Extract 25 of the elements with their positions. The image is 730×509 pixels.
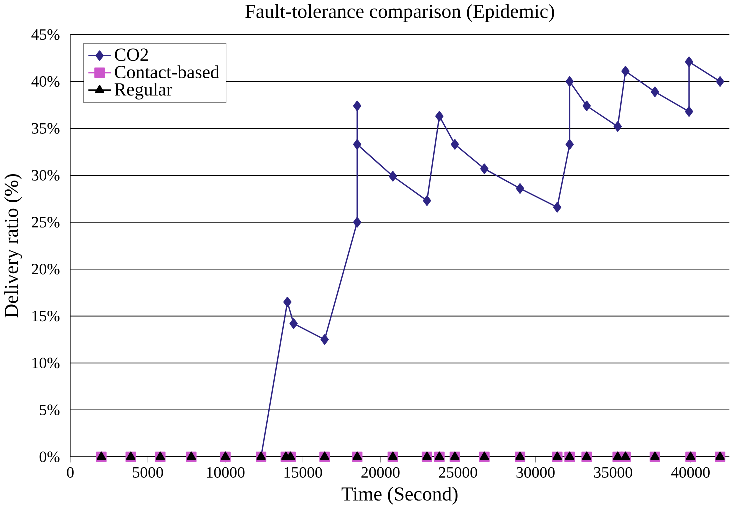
x-tick-label: 25000 xyxy=(439,467,478,478)
y-tick-label: 40% xyxy=(32,76,60,87)
x-axis-title: Time (Second) xyxy=(342,486,458,505)
legend-label: Contact-based xyxy=(115,65,220,78)
chart-title: Fault-tolerance comparison (Epidemic) xyxy=(246,4,554,22)
x-tick-label: 15000 xyxy=(284,467,322,478)
y-tick-label: 45% xyxy=(32,29,60,40)
y-tick-label: 5% xyxy=(40,404,60,416)
x-tick-label: 5000 xyxy=(133,467,164,478)
y-tick-label: 20% xyxy=(32,264,60,275)
y-axis-title: Delivery ratio (%) xyxy=(4,174,22,318)
y-tick-label: 25% xyxy=(32,216,60,228)
x-tick-label: 30000 xyxy=(516,467,555,478)
legend-label: CO2 xyxy=(115,48,148,62)
y-tick-label: 35% xyxy=(32,123,60,134)
y-tick-label: 0% xyxy=(40,452,60,462)
x-tick-label: 10000 xyxy=(207,467,245,478)
x-tick-label: 20000 xyxy=(362,467,400,478)
y-tick-label: 30% xyxy=(32,170,60,181)
x-tick-label: 0 xyxy=(67,467,74,478)
x-tick-label: 35000 xyxy=(594,467,632,478)
x-tick-label: 40000 xyxy=(671,467,710,478)
y-tick-label: 15% xyxy=(32,310,60,322)
legend-label: Regular xyxy=(114,82,173,100)
y-tick-label: 10% xyxy=(32,358,60,368)
